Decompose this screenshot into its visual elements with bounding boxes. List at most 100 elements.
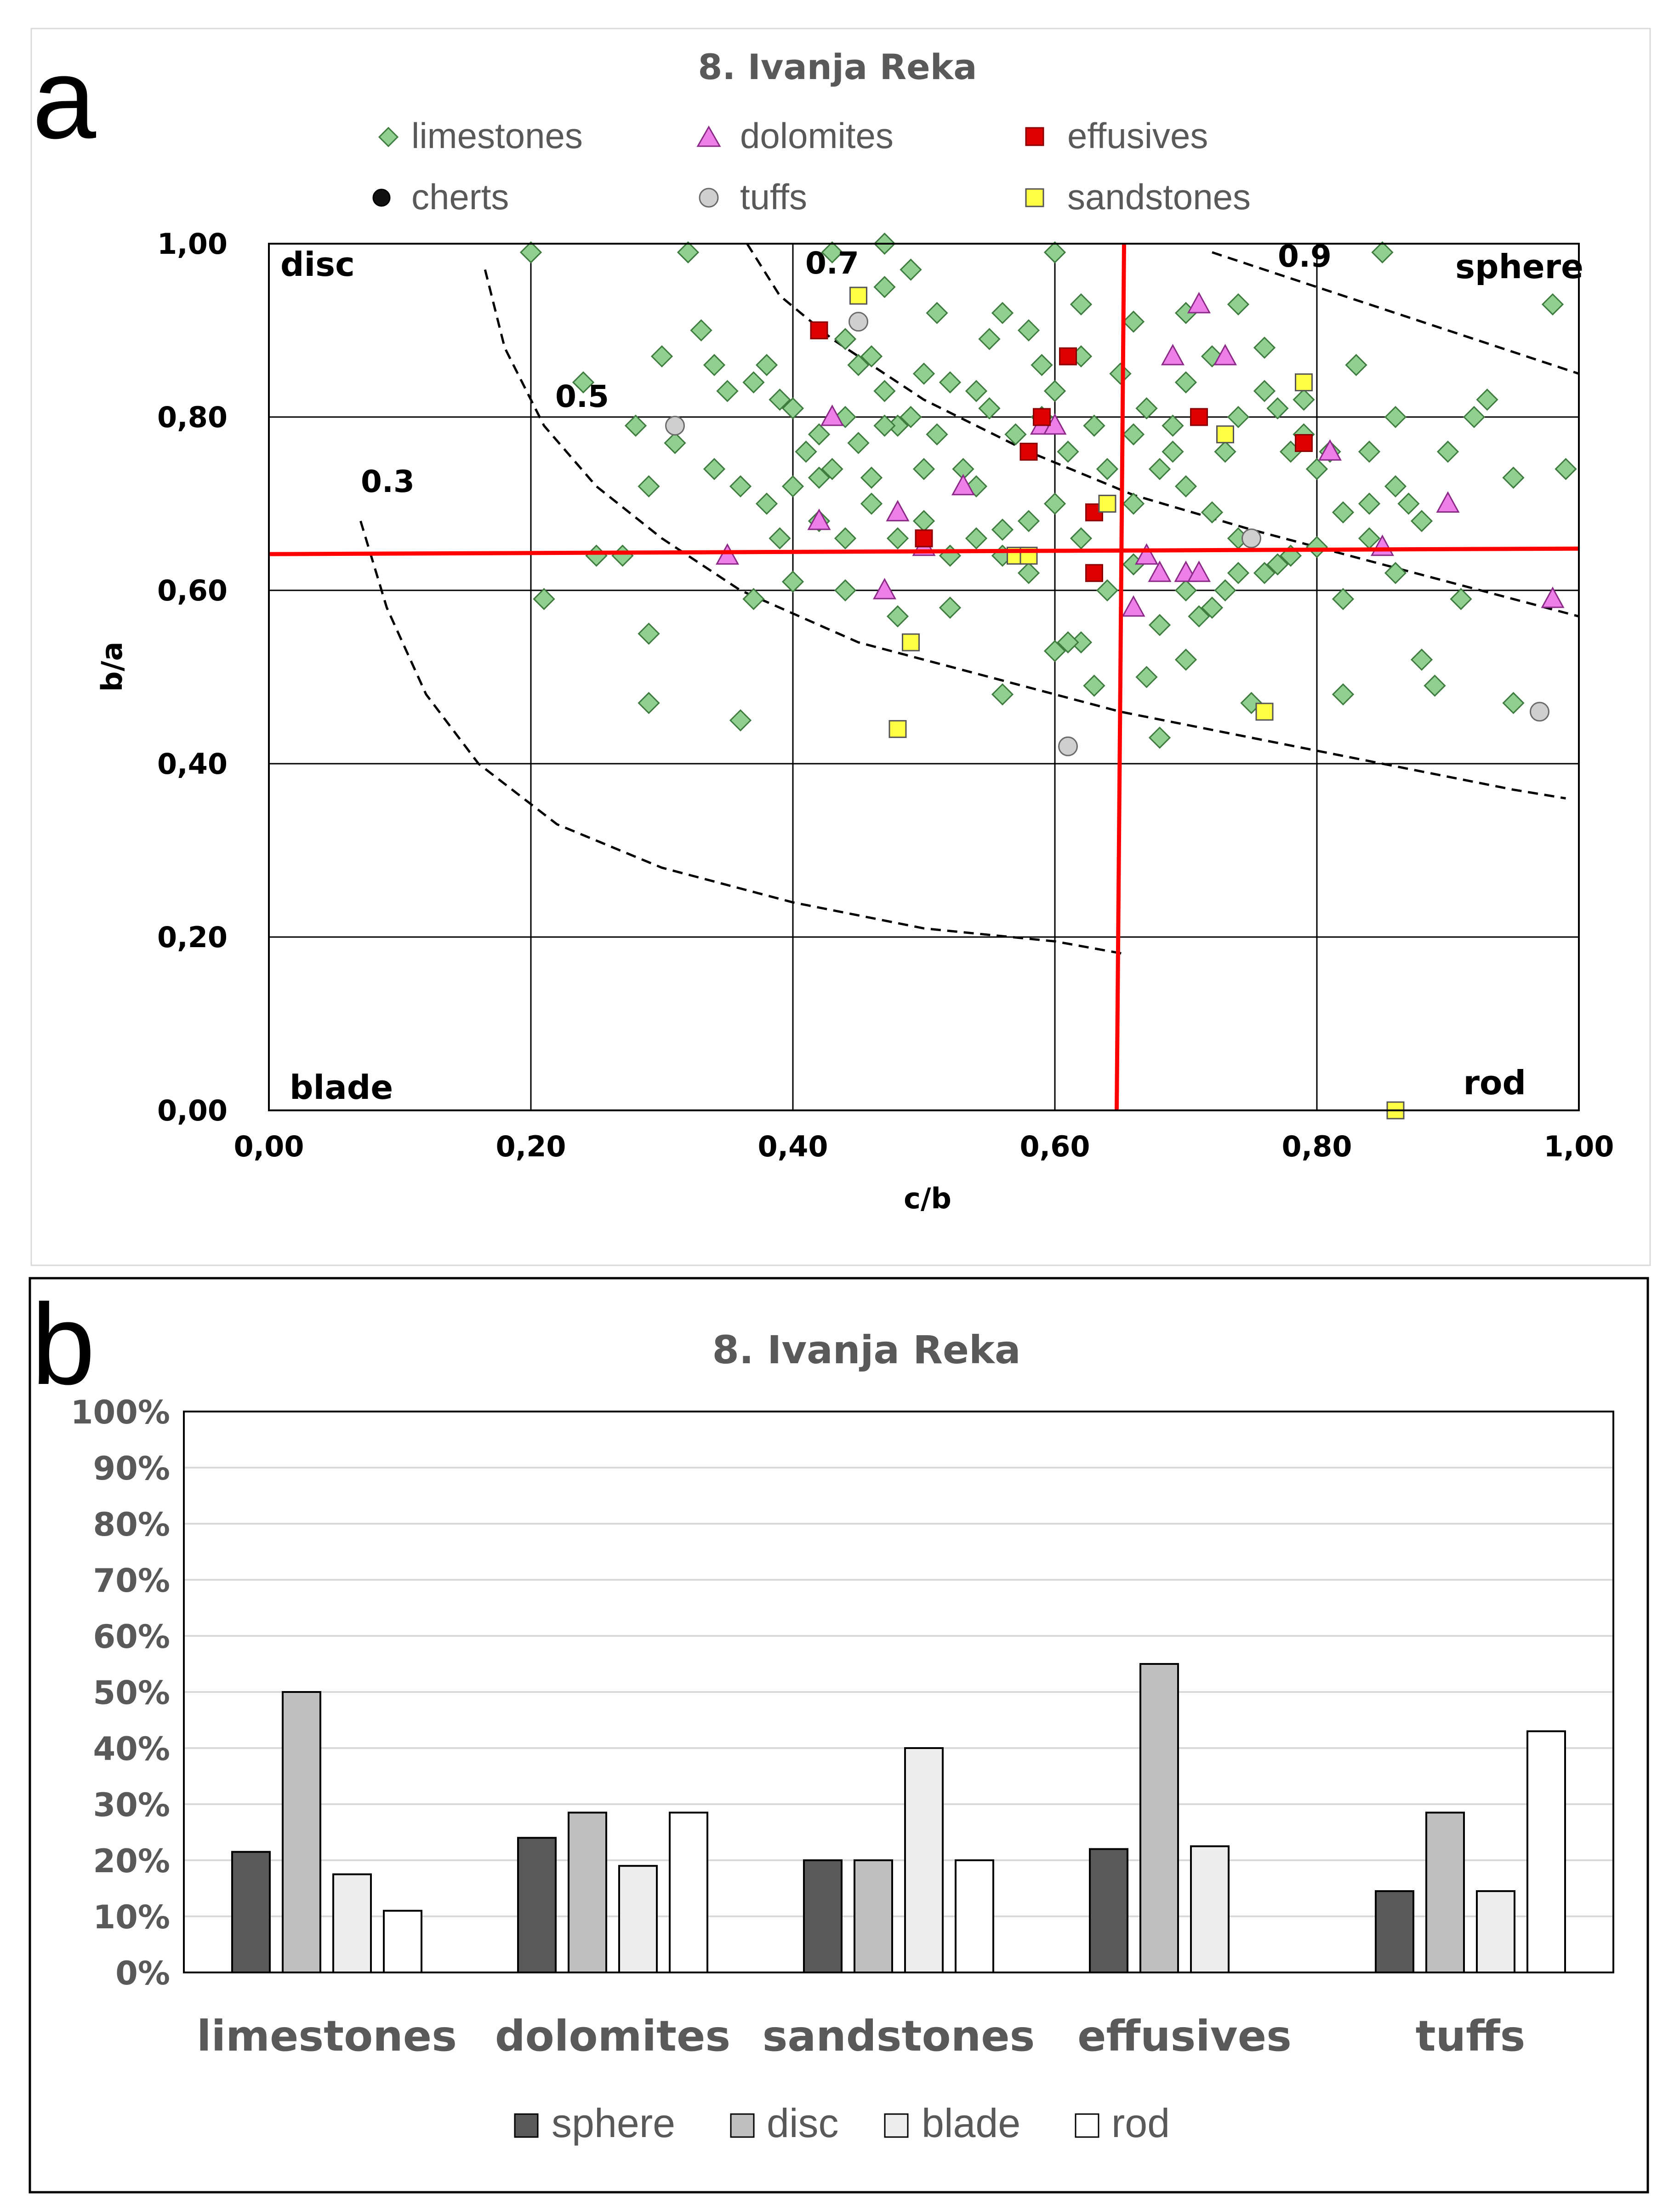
limestones-point	[926, 302, 948, 324]
limestones-point	[860, 345, 883, 368]
limestones-point	[729, 709, 752, 732]
limestones-point	[1148, 457, 1171, 480]
limestones-point	[729, 475, 752, 497]
zone-label-disc: disc	[280, 245, 355, 284]
limestones-point	[873, 380, 896, 402]
limestones-point	[638, 623, 660, 645]
legend-swatch-rod	[1075, 2113, 1099, 2138]
x-tick-label: 0,20	[496, 1130, 566, 1163]
legend-swatch-sphere	[514, 2113, 539, 2138]
limestones-point	[638, 475, 660, 497]
bar-category-label: dolomites	[495, 2012, 730, 2061]
limestones-point	[742, 371, 765, 394]
limestones-point	[769, 389, 791, 411]
limestones-point	[900, 258, 922, 281]
limestones-point	[991, 683, 1014, 706]
y-tick-label: 0,60	[157, 574, 228, 607]
limestones-point	[834, 328, 857, 350]
limestones-point	[1017, 319, 1040, 342]
contour-line-0.9	[1212, 251, 1579, 375]
limestones-point	[939, 596, 962, 619]
dolomites-point	[1187, 292, 1211, 314]
legend-item-blade: blade	[884, 2100, 1020, 2146]
bar-y-tick-label: 70%	[93, 1562, 170, 1600]
limestones-point	[1070, 527, 1093, 550]
limestones-point	[1384, 475, 1407, 497]
limestones-point	[1332, 683, 1355, 706]
limestones-point	[978, 328, 1001, 350]
effusives-point	[1085, 564, 1103, 582]
bar-plot-border	[183, 1411, 1614, 1973]
limestones-point	[1436, 440, 1459, 463]
legend-label-sandstones: sandstones	[1067, 177, 1251, 217]
sandstones-point	[1255, 703, 1274, 721]
limestones-point	[1148, 614, 1171, 636]
legend-marker-dolomites	[696, 125, 721, 147]
bar-category-label: tuffs	[1416, 2012, 1526, 2061]
limestones-point	[1253, 380, 1276, 402]
contour-line-0.3	[359, 520, 1128, 956]
bar-y-tick-label: 20%	[93, 1842, 170, 1880]
legend-swatch-disc	[730, 2113, 755, 2138]
limestones-point	[1174, 579, 1197, 602]
y-tick-label: 1,00	[157, 227, 228, 261]
limestones-point	[1541, 293, 1564, 316]
limestones-point	[1057, 440, 1079, 463]
panel-label-a: a	[32, 34, 97, 162]
legend-item-rod: rod	[1075, 2100, 1170, 2146]
effusives-point	[1295, 434, 1313, 452]
limestones-point	[781, 475, 804, 497]
bar-dolomites-blade	[618, 1865, 658, 1973]
limestones-point	[769, 527, 791, 550]
limestones-point	[834, 579, 857, 602]
limestones-point	[860, 492, 883, 515]
limestones-point	[808, 423, 831, 446]
tuffs-point	[1530, 702, 1549, 722]
dolomites-point	[1318, 439, 1342, 461]
dolomites-point	[820, 404, 844, 426]
limestones-point	[1502, 692, 1525, 714]
bar-y-tick-label: 80%	[93, 1506, 170, 1543]
limestones-point	[650, 345, 673, 368]
bar-tuffs-rod	[1526, 1730, 1566, 1973]
bar-y-tick-label: 100%	[71, 1394, 170, 1431]
x-tick-label: 0,60	[1020, 1130, 1090, 1163]
sandstones-point	[849, 286, 867, 305]
legend-item-tuffs: tuffs	[699, 177, 807, 217]
bar-y-tick-label: 10%	[93, 1898, 170, 1936]
scatter-axes: c/b b/a 0,00 0,20 0,40 0,60 0,80 1,00 0,00 0,20…	[95, 227, 1614, 1215]
limestones-point	[1305, 457, 1328, 480]
limestones-point	[900, 406, 922, 429]
limestones-point	[1214, 579, 1236, 602]
contour-label-0.7: 0.7	[805, 246, 859, 281]
limestones-point	[716, 380, 739, 402]
legend-label-sphere: sphere	[552, 2100, 675, 2146]
legend-item-disc: disc	[730, 2100, 839, 2146]
bar-y-tick-label: 50%	[93, 1674, 170, 1712]
bar-category-label: limestones	[197, 2012, 457, 2061]
limestones-point	[1017, 562, 1040, 584]
legend-item-effusives: effusives	[1025, 115, 1208, 156]
limestones-point	[1266, 553, 1289, 576]
legend-item-cherts: cherts	[372, 177, 509, 217]
legend-marker-tuffs	[699, 188, 719, 208]
bar-y-tick-label: 60%	[93, 1618, 170, 1656]
limestones-point	[1345, 354, 1367, 377]
legend-swatch-blade	[884, 2113, 909, 2138]
sandstones-point	[888, 720, 907, 738]
limestones-point	[1358, 440, 1381, 463]
tuffs-point	[665, 416, 685, 436]
bar-tuffs-blade	[1476, 1890, 1515, 1974]
limestones-point	[1397, 492, 1420, 515]
limestones-point	[912, 457, 935, 480]
limestones-point	[939, 371, 962, 394]
scatter-zone-labels: disc sphere blade rod	[280, 245, 1583, 1107]
x-tick-label: 1,00	[1544, 1130, 1614, 1163]
limestones-point	[703, 354, 726, 377]
contour-label-0.5: 0.5	[555, 379, 609, 414]
limestones-point	[1332, 588, 1355, 610]
bar-dolomites-sphere	[517, 1837, 557, 1973]
limestones-point	[1463, 406, 1486, 429]
limestones-point	[886, 527, 909, 550]
